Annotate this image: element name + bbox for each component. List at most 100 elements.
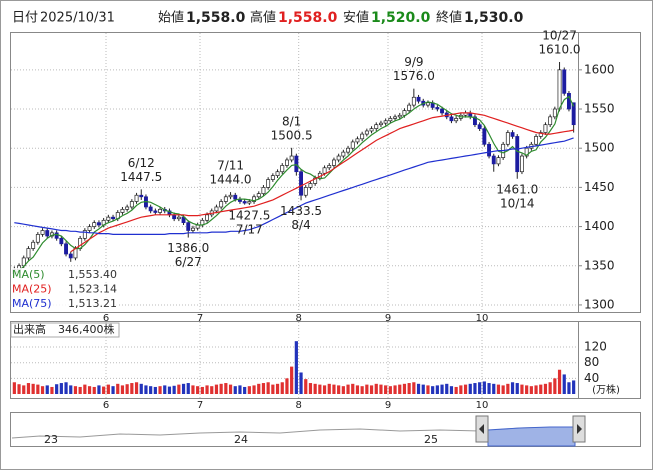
volume-bar — [322, 385, 327, 394]
candle-body — [31, 241, 36, 249]
y-tick-label: 1350 — [584, 258, 615, 272]
volume-bar — [261, 383, 266, 394]
volume-bar — [337, 385, 341, 394]
volume-bar — [238, 385, 242, 394]
volume-bar — [374, 383, 378, 394]
volume-unit: (万株) — [592, 383, 620, 396]
open-label: 始値 — [158, 10, 184, 26]
volume-bar — [139, 383, 143, 394]
navigator-range[interactable] — [487, 426, 576, 447]
candle-body — [275, 171, 280, 176]
candle-body — [176, 216, 181, 220]
volume-bar — [562, 374, 566, 394]
volume-bar — [515, 383, 519, 394]
volume-bar — [59, 383, 63, 394]
volume-bar — [205, 385, 209, 394]
handle-arrow — [479, 424, 484, 434]
volume-bar — [506, 383, 510, 394]
candle-body — [519, 155, 524, 173]
volume-bar — [346, 384, 350, 394]
date-label: 日付 — [12, 11, 38, 26]
volume-bar — [463, 384, 468, 394]
date: 2025/10/31 — [40, 11, 115, 26]
ma-line — [70, 112, 574, 253]
volume-bar — [36, 384, 40, 394]
candle-body — [571, 102, 576, 126]
candle-body — [106, 216, 111, 221]
volume-text: 346,400株 — [58, 322, 115, 336]
candle-body — [510, 132, 515, 137]
x-tick-label: 7 — [197, 313, 203, 324]
volume-bar — [539, 384, 543, 394]
annotation-date: 8/1 — [282, 114, 301, 128]
volume-bar — [271, 384, 275, 394]
candle-body — [205, 214, 209, 221]
candle-body — [125, 206, 130, 210]
volume-bar — [285, 378, 289, 394]
volume-title: 出来高 — [13, 322, 46, 336]
candle-body — [158, 208, 162, 213]
candle-body — [294, 155, 299, 173]
candle-body — [313, 177, 318, 184]
volume-bar — [440, 384, 444, 394]
candle-body — [491, 155, 496, 165]
candle-body — [566, 92, 571, 110]
volume-bar — [351, 383, 355, 394]
navigator-label: 23 — [44, 433, 58, 446]
volume-bar — [384, 385, 388, 394]
volume-bar — [501, 385, 505, 394]
volume-bar — [402, 383, 407, 394]
annotation-date: 10/14 — [500, 196, 535, 210]
y-tick-label: 1550 — [584, 102, 615, 116]
volume-bar — [421, 384, 425, 394]
volume-bar — [130, 383, 134, 394]
volume-bar — [275, 383, 280, 394]
candle-body — [364, 130, 369, 135]
handle-arrow — [577, 424, 582, 434]
candle-body — [68, 253, 73, 259]
candle-body — [482, 128, 487, 145]
volume-bar — [22, 385, 26, 394]
volume-bar — [482, 381, 486, 394]
volume-bar — [468, 383, 472, 394]
candle-body — [228, 194, 233, 198]
candle-body — [534, 136, 539, 145]
candle-body — [270, 175, 275, 180]
candle-body — [369, 128, 374, 132]
x-tick-label: 8 — [296, 313, 302, 324]
legend-value: 1,553.40 — [68, 268, 117, 281]
annotation-date: 6/12 — [128, 156, 155, 170]
candle-body — [82, 230, 87, 239]
candle-body — [557, 69, 562, 110]
candle-body — [426, 102, 430, 106]
candle-body — [515, 136, 520, 173]
volume-bar — [214, 384, 219, 394]
volume-bar — [97, 385, 101, 394]
legend-value: 1,513.21 — [68, 297, 117, 310]
volume-bar — [252, 385, 256, 394]
volume-bar — [200, 386, 204, 394]
volume-bar — [233, 386, 237, 394]
volume-bar — [64, 382, 68, 394]
candle-body — [148, 206, 153, 212]
x-tick-label: 6 — [103, 313, 109, 324]
candle-body — [496, 157, 501, 165]
volume-bar — [454, 386, 458, 394]
volume-bar — [520, 384, 524, 394]
y-tick-label: 1300 — [584, 297, 615, 311]
candle-body — [153, 210, 158, 213]
x-tick-label: 7 — [197, 400, 203, 411]
volume-bar — [369, 385, 374, 394]
candle-body — [285, 159, 289, 166]
low: 1,520.0 — [371, 10, 431, 26]
volume-bar — [365, 384, 369, 394]
volume-bar — [247, 386, 251, 394]
volume-bar — [163, 385, 167, 394]
volume-bar — [487, 383, 491, 394]
candle-body — [562, 69, 567, 94]
volume-bar — [181, 383, 186, 394]
volume-bar — [290, 366, 294, 394]
volume-bar — [78, 386, 82, 394]
volume-bar — [92, 386, 96, 394]
